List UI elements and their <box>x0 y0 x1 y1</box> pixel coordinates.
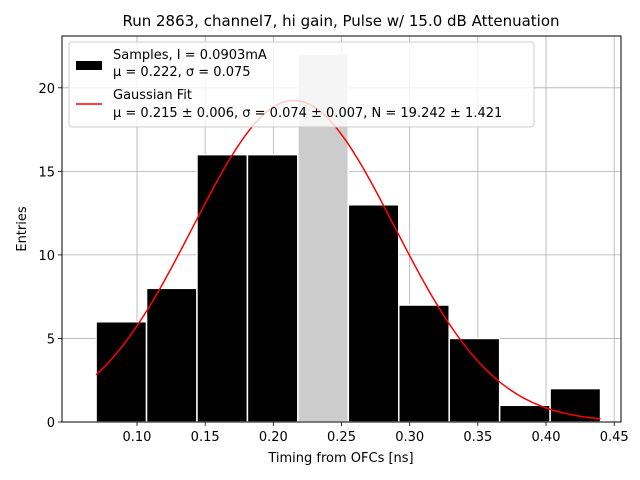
histogram-bar <box>498 404 551 423</box>
legend-samples-line2: μ = 0.222, σ = 0.075 <box>113 65 251 80</box>
y-tick-label: 10 <box>38 249 55 264</box>
histogram-bar <box>398 304 450 423</box>
histogram-bar <box>196 153 249 423</box>
histogram-bars <box>95 53 602 423</box>
legend-samples-line1: Samples, I = 0.0903mA <box>113 48 267 63</box>
x-tick-label: 0.10 <box>123 430 152 445</box>
chart-title: Run 2863, channel7, hi gain, Pulse w/ 15… <box>122 12 559 30</box>
histogram-bar <box>549 387 602 423</box>
x-axis-ticks: 0.10 0.15 0.20 0.25 0.30 0.35 0.40 0.45 <box>123 422 629 445</box>
y-axis-ticks: 0 5 10 15 20 <box>38 82 62 431</box>
legend-box <box>68 41 535 128</box>
x-tick-label: 0.25 <box>327 430 356 445</box>
x-tick-label: 0.45 <box>600 430 629 445</box>
histogram-bar <box>448 337 501 423</box>
legend-fit-line2: μ = 0.215 ± 0.006, σ = 0.074 ± 0.007, N … <box>113 106 502 121</box>
y-tick-label: 15 <box>38 165 55 180</box>
x-tick-label: 0.40 <box>532 430 561 445</box>
y-axis-label: Entries <box>15 206 30 252</box>
x-tick-label: 0.20 <box>259 430 288 445</box>
histogram-bar <box>246 153 299 423</box>
x-axis-label: Timing from OFCs [ns] <box>267 451 413 466</box>
x-tick-label: 0.15 <box>191 430 220 445</box>
histogram-bar <box>95 320 148 423</box>
x-tick-label: 0.30 <box>395 430 424 445</box>
gaussian-fit-curve <box>95 99 601 420</box>
y-tick-label: 0 <box>47 416 55 431</box>
legend: Samples, I = 0.0903mA μ = 0.222, σ = 0.0… <box>68 41 535 128</box>
legend-fit-line1: Gaussian Fit <box>113 88 192 103</box>
y-tick-label: 5 <box>47 332 55 347</box>
y-tick-label: 20 <box>38 82 55 97</box>
histogram-bar <box>347 204 400 423</box>
legend-samples-swatch <box>76 61 102 70</box>
x-tick-label: 0.35 <box>463 430 492 445</box>
histogram-bar <box>145 287 198 423</box>
